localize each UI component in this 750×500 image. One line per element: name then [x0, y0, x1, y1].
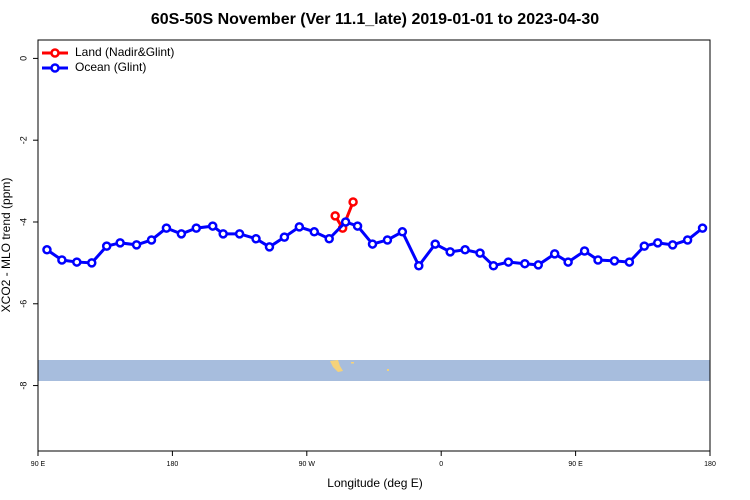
- data-point: [176, 229, 187, 239]
- data-point: [131, 240, 142, 250]
- y-axis-label: XCO2 - MLO trend (ppm): [0, 178, 13, 313]
- data-point: [72, 257, 82, 267]
- data-point: [593, 255, 603, 265]
- chart-title: 60S-50S November (Ver 11.1_late) 2019-01…: [151, 11, 599, 28]
- data-point: [87, 258, 97, 268]
- data-point: [397, 227, 408, 237]
- y-tick-label: -2: [18, 136, 28, 144]
- data-point: [146, 235, 157, 245]
- data-point: [609, 256, 620, 266]
- data-point: [251, 234, 261, 244]
- x-tick-label: 0: [439, 461, 443, 468]
- data-point: [279, 232, 290, 242]
- data-point: [340, 217, 351, 227]
- data-point: [207, 221, 218, 231]
- data-point: [382, 235, 393, 245]
- data-point: [682, 235, 693, 245]
- data-point: [460, 245, 470, 255]
- data-point: [520, 258, 530, 269]
- data-point: [430, 239, 440, 249]
- map-band: [38, 360, 710, 381]
- data-point: [330, 211, 340, 221]
- data-point: [445, 247, 455, 257]
- data-point: [667, 240, 678, 250]
- legend-marker: [50, 48, 60, 58]
- x-tick-label: 180: [704, 461, 716, 468]
- plot-frame: [37, 39, 711, 452]
- y-tick-label: -6: [18, 300, 28, 308]
- data-point: [624, 257, 635, 267]
- data-point: [264, 242, 275, 252]
- data-point: [579, 246, 590, 256]
- x-axis-label: Longitude (deg E): [327, 476, 422, 490]
- y-tick-label: -4: [18, 218, 28, 226]
- x-tick-label: 90 W: [299, 461, 316, 468]
- data-point: [348, 197, 358, 207]
- data-point: [367, 239, 378, 249]
- data-point: [115, 238, 125, 248]
- y-tick-label: -8: [18, 382, 28, 390]
- data-point: [652, 238, 663, 248]
- data-point: [294, 222, 305, 232]
- data-point: [234, 229, 245, 239]
- data-point: [101, 241, 112, 251]
- data-point: [218, 229, 228, 239]
- data-point: [697, 223, 708, 233]
- data-point: [324, 234, 334, 244]
- data-point: [352, 221, 363, 231]
- data-point: [639, 241, 650, 251]
- data-point: [161, 223, 172, 233]
- data-point: [475, 248, 485, 258]
- data-point: [191, 223, 202, 233]
- data-point: [563, 257, 573, 267]
- data-point: [414, 260, 424, 271]
- legend-marker: [50, 63, 60, 73]
- y-tick-label: 0: [18, 56, 28, 61]
- land-mass: [351, 362, 354, 364]
- land-mass: [387, 369, 389, 371]
- data-point: [57, 255, 67, 265]
- data-point: [549, 249, 560, 259]
- legend-label: Land (Nadir&Glint): [75, 45, 174, 59]
- data-point: [309, 227, 320, 237]
- data-point: [488, 260, 499, 271]
- data-point: [503, 257, 514, 267]
- x-tick-label: 180: [167, 461, 179, 468]
- legend-label: Ocean (Glint): [75, 60, 146, 74]
- x-tick-label: 90 E: [568, 461, 583, 468]
- data-point: [533, 260, 544, 270]
- land-mass: [330, 360, 343, 372]
- data-point: [42, 245, 52, 255]
- x-tick-label: 90 E: [31, 461, 46, 468]
